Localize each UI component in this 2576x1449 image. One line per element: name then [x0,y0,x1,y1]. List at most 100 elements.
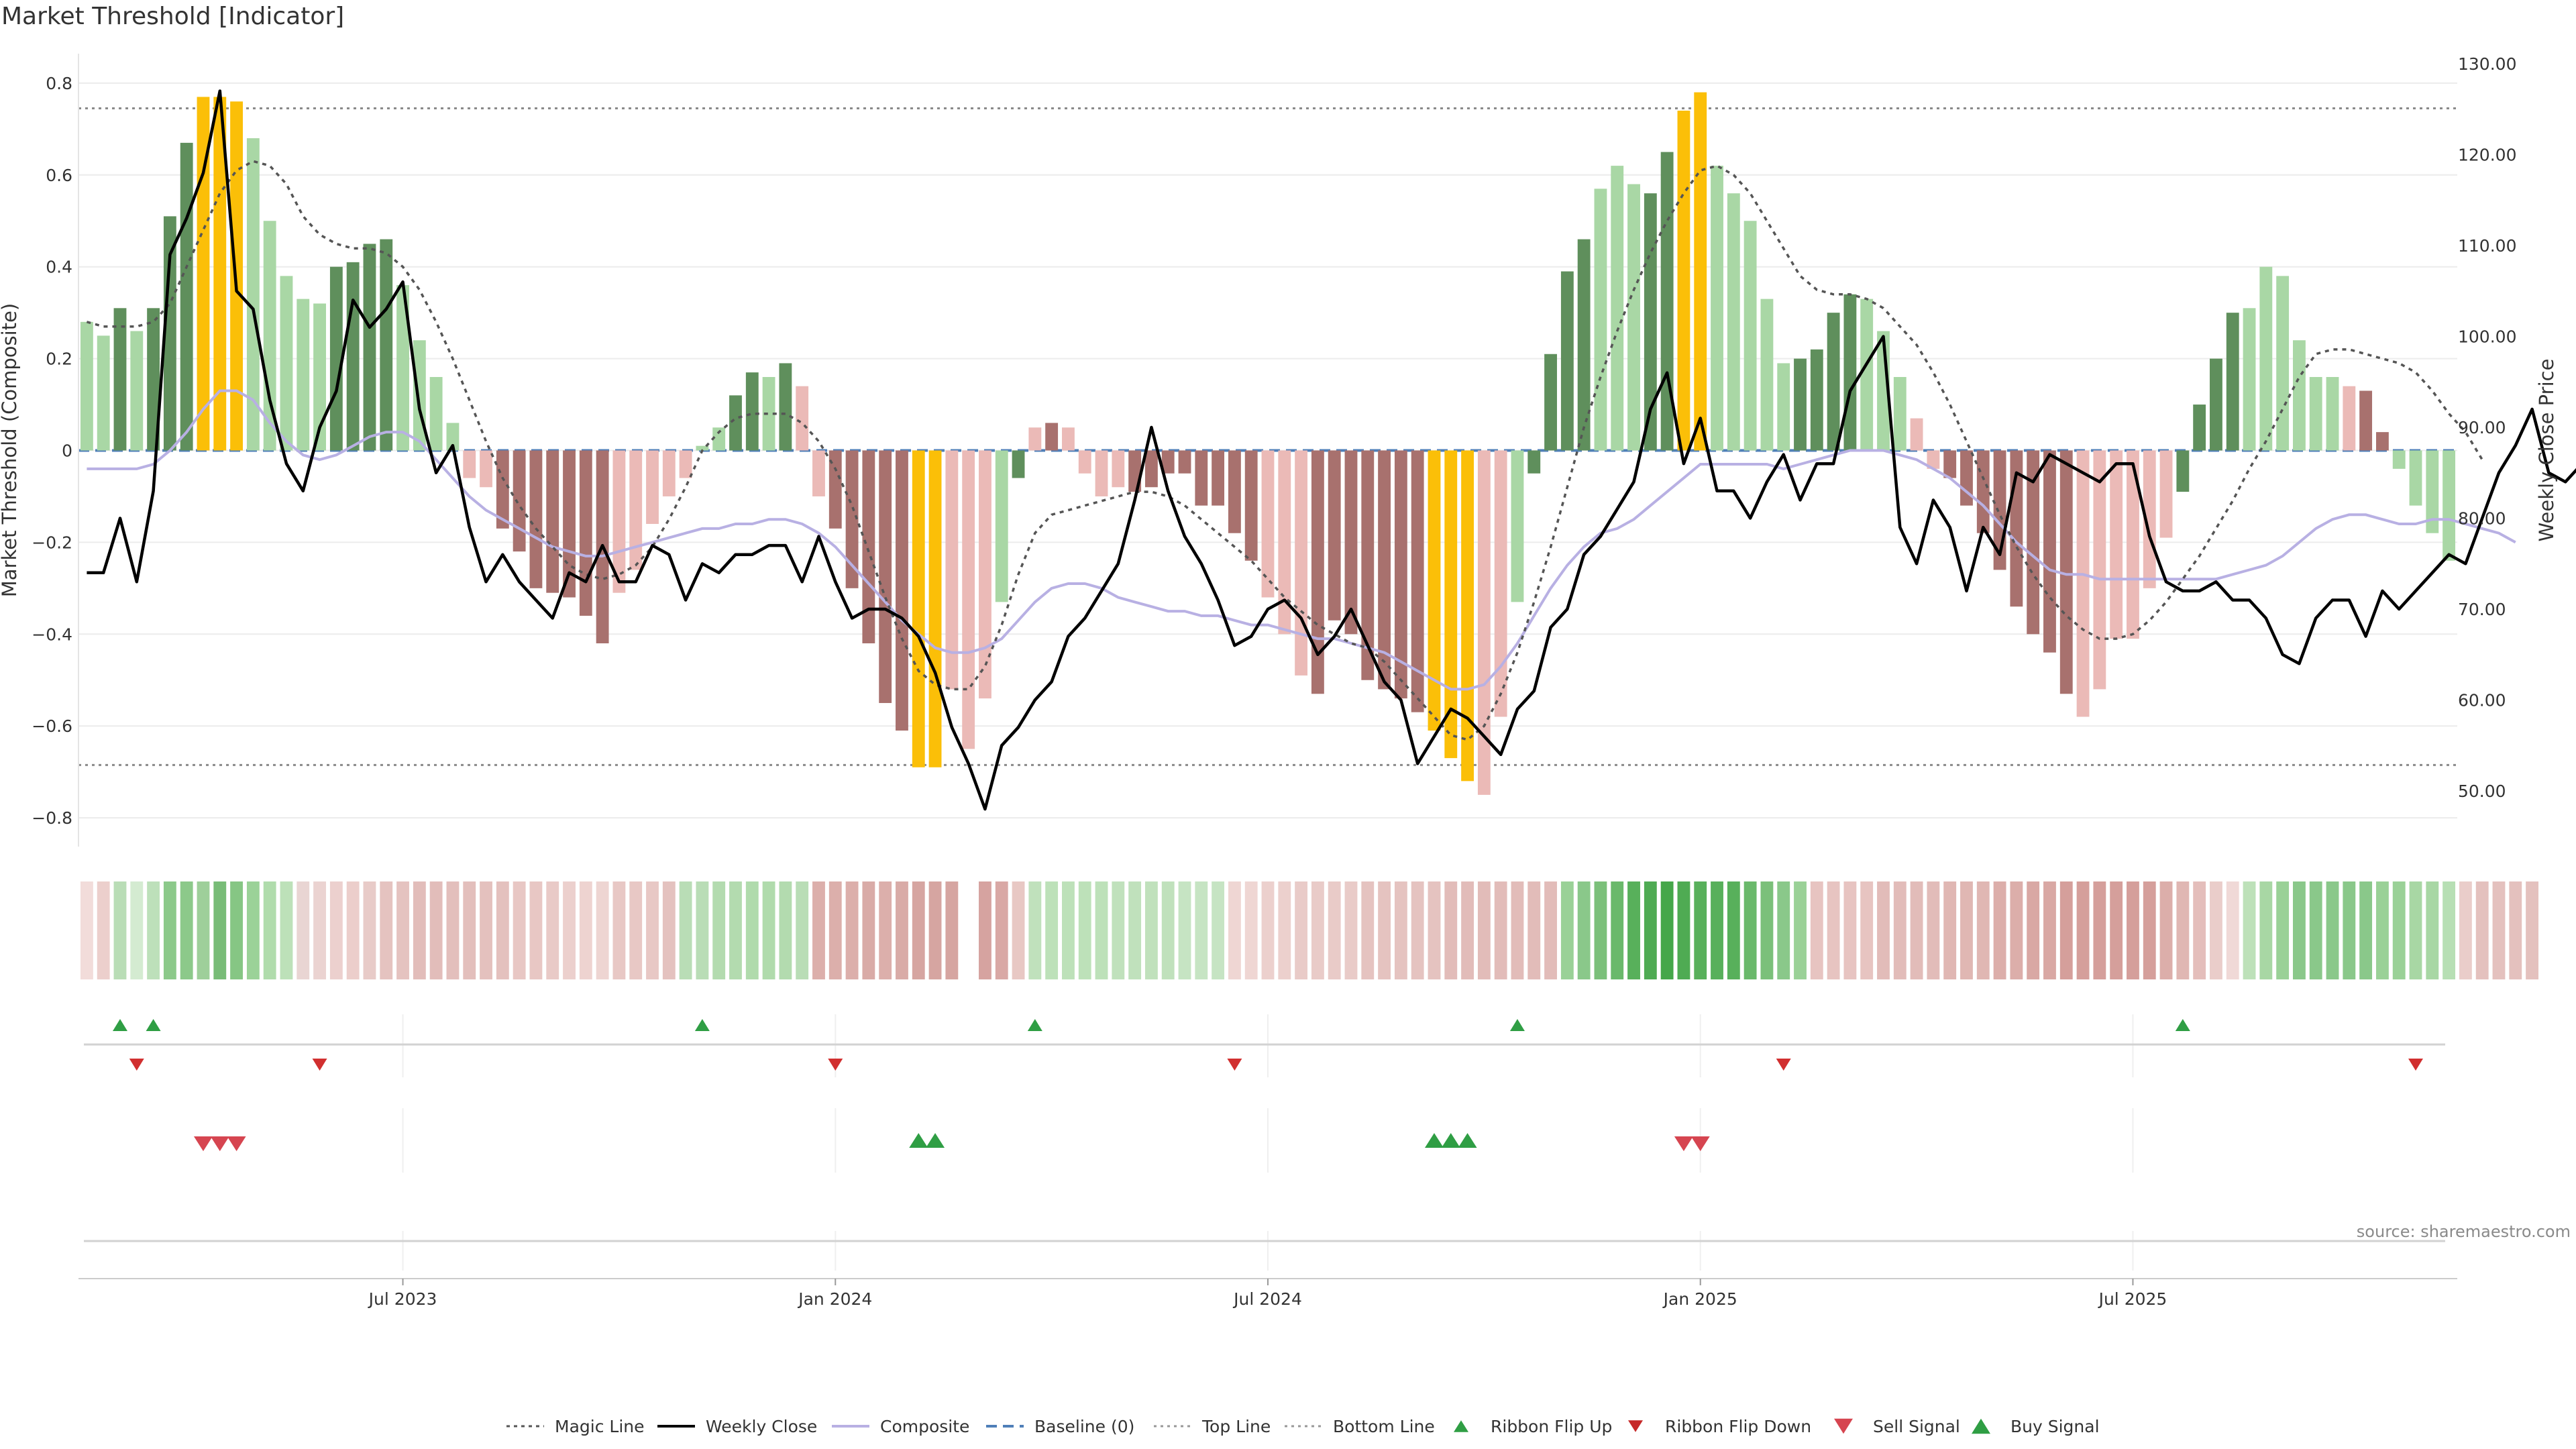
threshold-bar-130 [2243,308,2256,451]
right-tick-label: 90.00 [2458,418,2506,437]
ribbon-cell-20 [413,881,426,979]
threshold-bar-75 [1328,450,1341,621]
threshold-bar-41 [762,376,775,451]
threshold-bar-23 [463,450,476,478]
ribbon-flip-up-marker [112,1019,127,1031]
legend-swatch [1454,1420,1468,1432]
ribbon-cell-57 [1028,881,1042,979]
threshold-bars [80,92,2456,795]
ribbon-cell-50 [912,881,925,979]
ribbon-flip-down-marker [1227,1059,1242,1071]
left-tick-label: 0.2 [46,350,72,369]
sell-signal-marker [227,1136,246,1151]
ribbon-cell-111 [1927,881,1940,979]
threshold-bar-14 [313,303,326,451]
sell-signal-marker [1690,1136,1710,1151]
threshold-bar-47 [862,450,875,643]
sell-signal-marker [210,1136,229,1151]
ribbon-cell-46 [845,881,859,979]
ribbon-cell-129 [2226,881,2239,979]
ribbon-cell-94 [1644,881,1657,979]
weekly-close-line [87,89,2576,811]
ribbon-cell-4 [147,881,160,979]
threshold-bar-49 [896,450,908,731]
ribbon-flip-panel [84,1014,2445,1271]
left-tick-label: −0.6 [32,716,72,736]
ribbon-cell-60 [1078,881,1091,979]
ribbon-cell-10 [246,881,260,979]
ribbon-cell-88 [1544,881,1557,979]
threshold-bar-33 [629,450,643,570]
ribbon-cell-66 [1178,881,1191,979]
ribbon-cell-127 [2193,881,2206,979]
ribbon-cell-103 [1794,881,1807,979]
ribbon-cell-91 [1594,881,1607,979]
ribbon-flip-up-marker [2175,1019,2190,1031]
x-tick-label: Jan 2025 [1662,1289,1737,1309]
threshold-bar-0 [80,321,93,451]
threshold-bar-8 [213,97,227,451]
threshold-bar-136 [2343,386,2356,451]
ribbon-cell-137 [2359,881,2373,979]
left-tick-label: 0.8 [46,74,72,93]
threshold-bar-2 [113,308,127,451]
threshold-bar-126 [2176,450,2190,492]
ribbon-cell-97 [1694,881,1707,979]
legend-item-2: Composite [832,1417,969,1436]
x-axis: Jul 2023 Jan 2024 Jul 2024 Jan 2025 Jul 2025 [78,1278,2457,1309]
threshold-bar-104 [1810,349,1823,451]
threshold-bar-19 [396,285,409,451]
ribbon-cell-29 [563,881,576,979]
threshold-bar-110 [1910,418,1923,451]
ribbon-cell-33 [629,881,643,979]
threshold-bar-97 [1694,92,1707,451]
threshold-bar-131 [2259,266,2273,451]
ribbon-cell-96 [1677,881,1690,979]
threshold-bar-101 [1760,299,1774,451]
threshold-bar-26 [513,450,526,552]
legend-swatch [1628,1420,1643,1432]
ribbon-cell-108 [1877,881,1890,979]
ribbon-cell-73 [1295,881,1308,979]
threshold-bar-122 [2110,450,2123,639]
threshold-bar-35 [662,450,676,496]
threshold-bar-15 [329,266,343,451]
legend-label: Weekly Close [706,1417,817,1436]
ribbon-cell-75 [1328,881,1341,979]
legend-label: Magic Line [555,1417,645,1436]
threshold-bar-91 [1594,189,1607,451]
threshold-bar-138 [2375,432,2389,451]
ribbon-cell-95 [1660,881,1674,979]
threshold-bar-34 [646,450,659,525]
threshold-bar-135 [2326,376,2339,451]
threshold-bar-71 [1261,450,1275,598]
ribbon-cell-92 [1611,881,1624,979]
ribbon-cell-139 [2392,881,2406,979]
ribbon-cell-2 [113,881,127,979]
ribbon-flip-down-marker [129,1059,144,1071]
ribbon-cell-36 [679,881,692,979]
threshold-bar-4 [147,308,160,451]
state-ribbon [80,881,2539,979]
ribbon-cell-79 [1394,881,1407,979]
threshold-bar-111 [1927,450,1940,469]
ribbon-cell-62 [1112,881,1125,979]
threshold-bar-114 [1976,450,1990,533]
threshold-bar-95 [1660,152,1674,451]
right-tick-label: 100.00 [2458,327,2516,347]
threshold-bar-85 [1494,450,1507,717]
ribbon-cell-144 [2475,881,2489,979]
legend-label: Composite [880,1417,969,1436]
threshold-bar-66 [1178,450,1191,474]
ribbon-flip-down-marker [828,1059,843,1071]
ribbon-cell-1 [97,881,110,979]
threshold-bar-44 [812,450,825,496]
ribbon-cell-27 [529,881,543,979]
ribbon-cell-6 [180,881,193,979]
ribbon-cell-22 [446,881,460,979]
x-tick-label: Jan 2024 [797,1289,872,1309]
ribbon-flip-down-marker [312,1059,327,1071]
threshold-bar-53 [962,450,975,749]
threshold-bar-58 [1045,423,1059,451]
legend-swatch [1834,1418,1853,1434]
